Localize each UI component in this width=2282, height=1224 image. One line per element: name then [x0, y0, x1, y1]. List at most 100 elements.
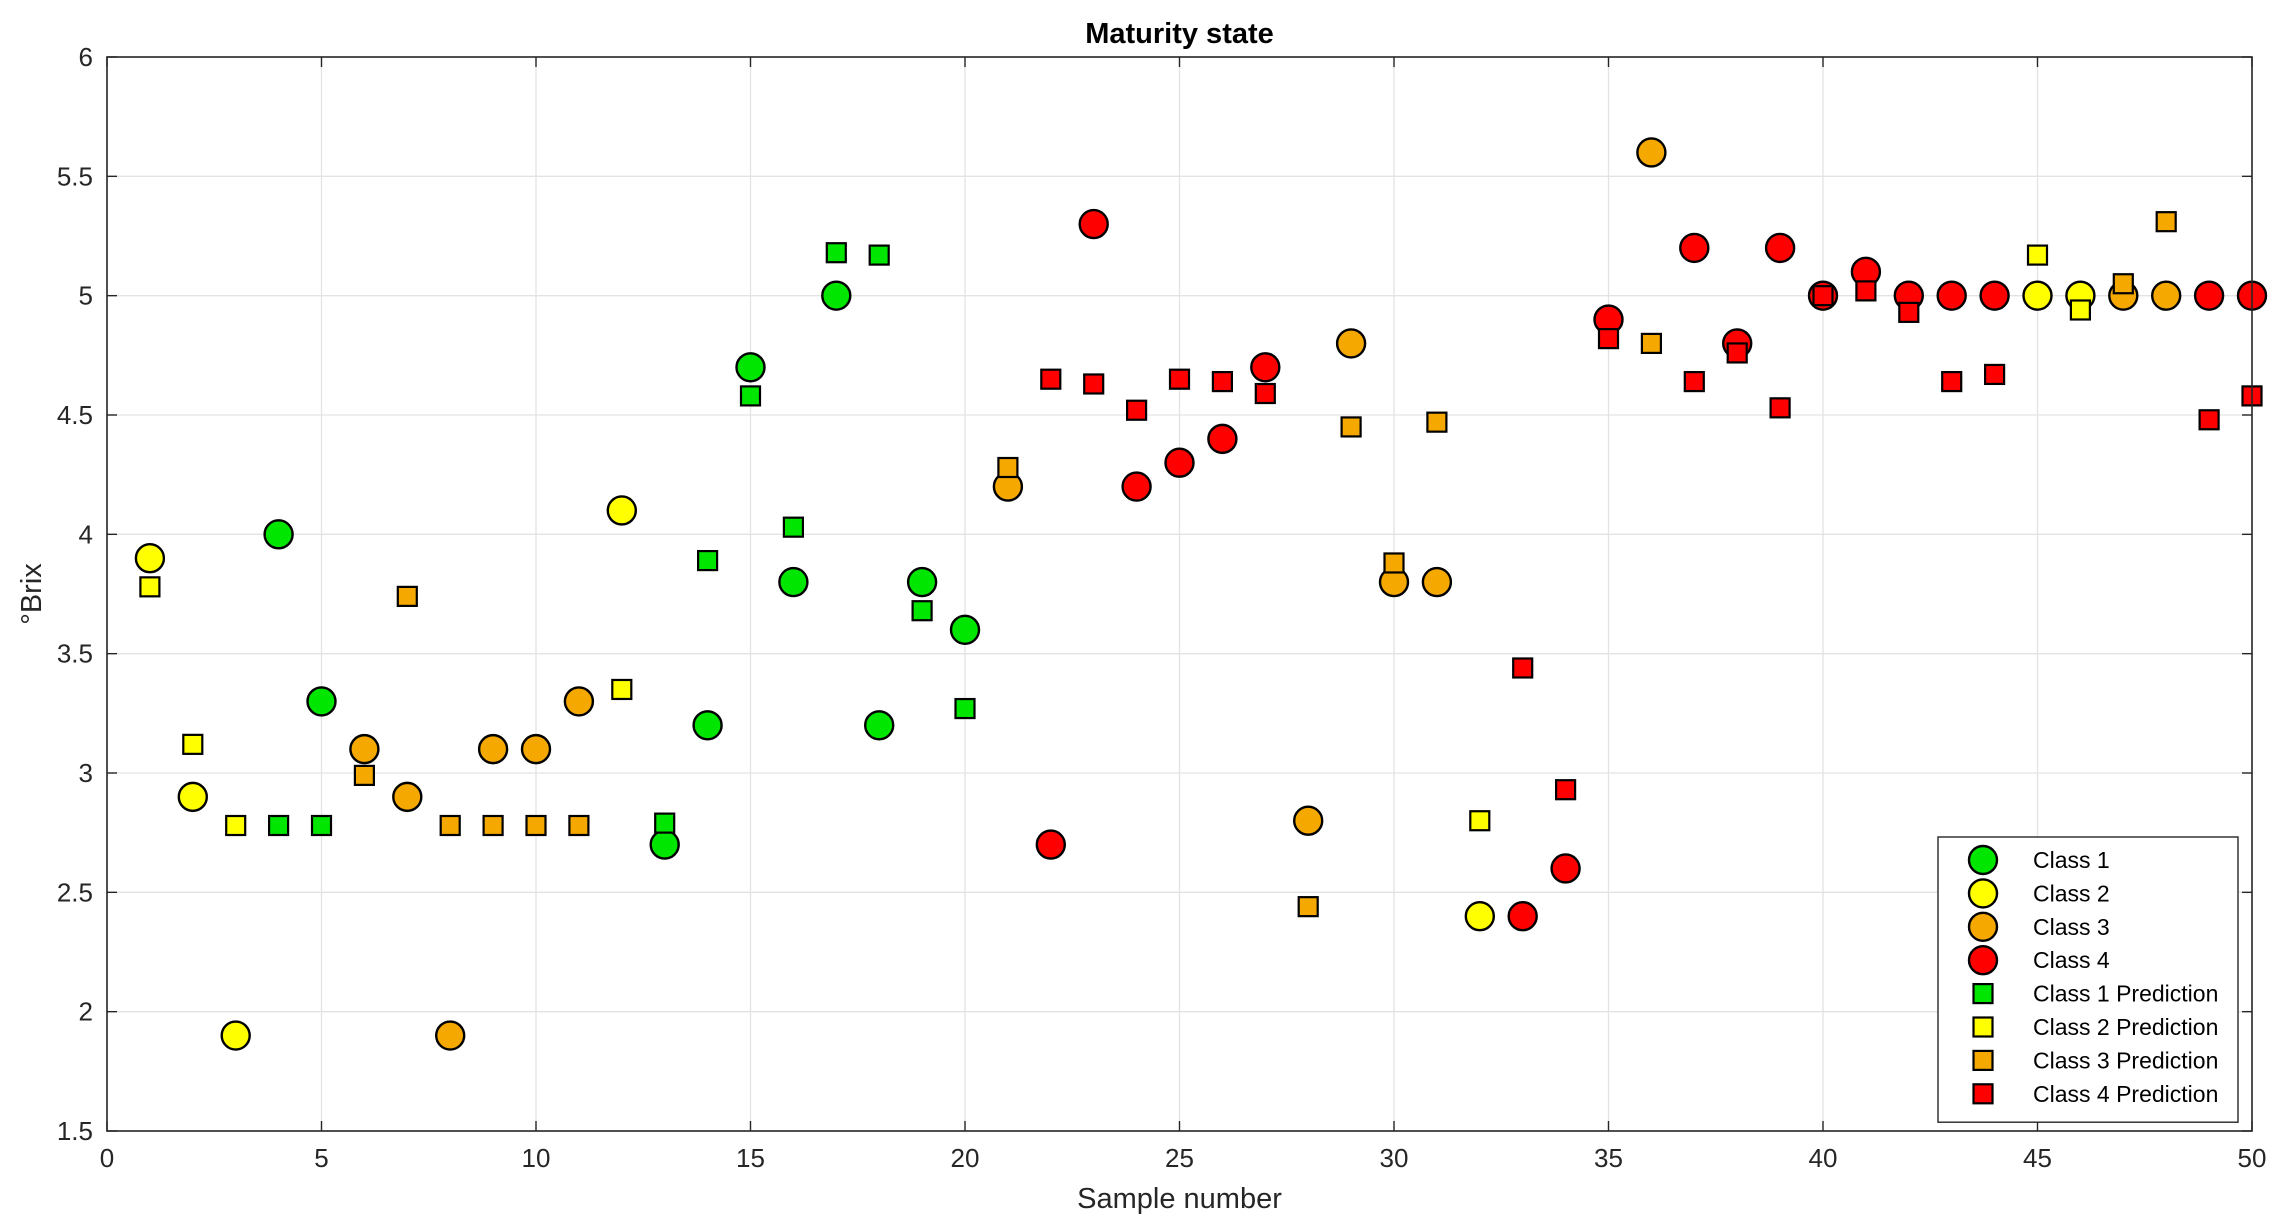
y-tick-label: 2 [79, 997, 93, 1027]
data-point-square [739, 385, 762, 407]
data-point-square [1125, 399, 1148, 421]
data-point-circle [1078, 208, 1109, 240]
data-point-square [439, 814, 461, 837]
data-point-square [1211, 370, 1234, 393]
data-point-circle [392, 781, 423, 813]
data-point-square [2069, 299, 2091, 321]
data-point-square [1640, 332, 1663, 354]
legend-item: Class 1 [1967, 844, 2110, 876]
data-point-square [2026, 244, 2049, 266]
data-point-square [2112, 273, 2134, 295]
data-point-circle [1936, 280, 1967, 311]
data-point-square [611, 678, 633, 701]
legend-label: Class 4 Prediction [2033, 1081, 2218, 1107]
data-point-circle [2022, 280, 2053, 311]
y-tick-label: 4.5 [57, 400, 93, 430]
data-point-square [1683, 370, 1705, 393]
data-point-circle [263, 519, 294, 550]
y-tick-label: 3 [79, 758, 93, 788]
y-tick-label: 1.5 [57, 1116, 93, 1146]
data-point-circle [435, 1020, 466, 1051]
legend-label: Class 2 Prediction [2033, 1014, 2218, 1040]
data-point-circle [735, 352, 766, 383]
data-point-square [1297, 896, 1319, 918]
legend-item: Class 2 [1967, 878, 2110, 909]
x-tick-label: 20 [951, 1143, 980, 1173]
data-point-circle [477, 733, 509, 765]
chart-title: Maturity state [1085, 18, 1274, 50]
legend-item: Class 4 Prediction [1972, 1081, 2218, 1107]
y-axis-label: °Brix [16, 563, 48, 625]
series-class-4-prediction [1040, 280, 2263, 801]
data-point-circle [649, 829, 680, 860]
x-tick-label: 40 [1809, 1143, 1838, 1173]
data-point-circle [306, 686, 337, 717]
data-point-circle [1550, 853, 1581, 884]
data-point-square [353, 764, 375, 786]
data-point-square [1597, 328, 1620, 350]
data-point-square [1383, 552, 1405, 574]
data-point-circle [563, 686, 595, 717]
data-point-circle [1335, 328, 1367, 359]
legend-label: Class 1 [2033, 847, 2110, 873]
data-point-circle [1636, 137, 1667, 168]
data-point-square [310, 814, 333, 837]
data-point-circle [864, 710, 895, 741]
x-tick-label: 30 [1380, 1143, 1409, 1173]
legend-item: Class 2 Prediction [1972, 1014, 2218, 1040]
data-point-circle [1421, 566, 1453, 598]
data-point-square [1941, 370, 1963, 393]
legend-marker [1967, 844, 1999, 876]
series-class-2 [134, 280, 2096, 1051]
data-point-circle [1507, 901, 1538, 932]
data-point-square [139, 576, 161, 598]
legend-label: Class 3 [2033, 914, 2110, 940]
data-point-square [1855, 280, 1877, 302]
data-point-square [568, 814, 590, 837]
data-point-circle [1035, 829, 1067, 860]
y-tick-labels: 1.5 2 2.5 3 3.5 4 4.5 5 5.5 6 [57, 42, 93, 1146]
y-tick-label: 3.5 [57, 639, 93, 669]
data-point-square [997, 456, 1019, 479]
data-point-square [911, 600, 933, 622]
x-tick-label: 5 [314, 1143, 328, 1173]
data-point-circle [134, 543, 166, 574]
data-point-circle [349, 733, 380, 765]
data-point-square [1254, 382, 1276, 405]
data-point-circle [220, 1020, 251, 1051]
y-tick-label: 2.5 [57, 877, 93, 907]
x-tick-label: 45 [2023, 1143, 2052, 1173]
legend-label: Class 1 Prediction [2033, 981, 2218, 1007]
legend-marker [1972, 1083, 1994, 1105]
data-point-square [954, 697, 976, 720]
data-point-square [1426, 411, 1448, 433]
legend-label: Class 4 [2033, 947, 2110, 973]
data-point-circle [906, 566, 938, 598]
data-point-square [825, 242, 847, 264]
data-point-square [182, 733, 204, 755]
data-point-circle [1679, 232, 1710, 264]
legend-item: Class 3 Prediction [1972, 1047, 2218, 1073]
x-axis-label: Sample number [1077, 1183, 1282, 1215]
x-tick-label: 15 [736, 1143, 765, 1173]
data-point-square [268, 814, 290, 837]
data-point-circle [2193, 280, 2225, 311]
y-tick-label: 4 [79, 519, 93, 549]
legend-marker [1972, 982, 1994, 1005]
data-point-circle [821, 280, 852, 311]
legend-label: Class 2 [2033, 880, 2110, 906]
data-point-circle [606, 495, 637, 526]
series-class-3 [349, 137, 2182, 1051]
data-point-square [782, 516, 805, 538]
data-point-circle [692, 710, 723, 741]
legend-marker [1967, 945, 1999, 976]
legend-marker [1967, 878, 1999, 909]
y-tick-label: 5 [79, 281, 93, 311]
legend-marker [1972, 1049, 1994, 1072]
data-point-circle [1464, 901, 1496, 932]
legend: Class 1 Class 2 Class 3 Class 4 Class 1 Pred… [1937, 836, 2239, 1123]
x-tick-label: 0 [100, 1143, 114, 1173]
series-class-2-prediction [139, 244, 2091, 837]
data-point-square [1554, 779, 1577, 801]
